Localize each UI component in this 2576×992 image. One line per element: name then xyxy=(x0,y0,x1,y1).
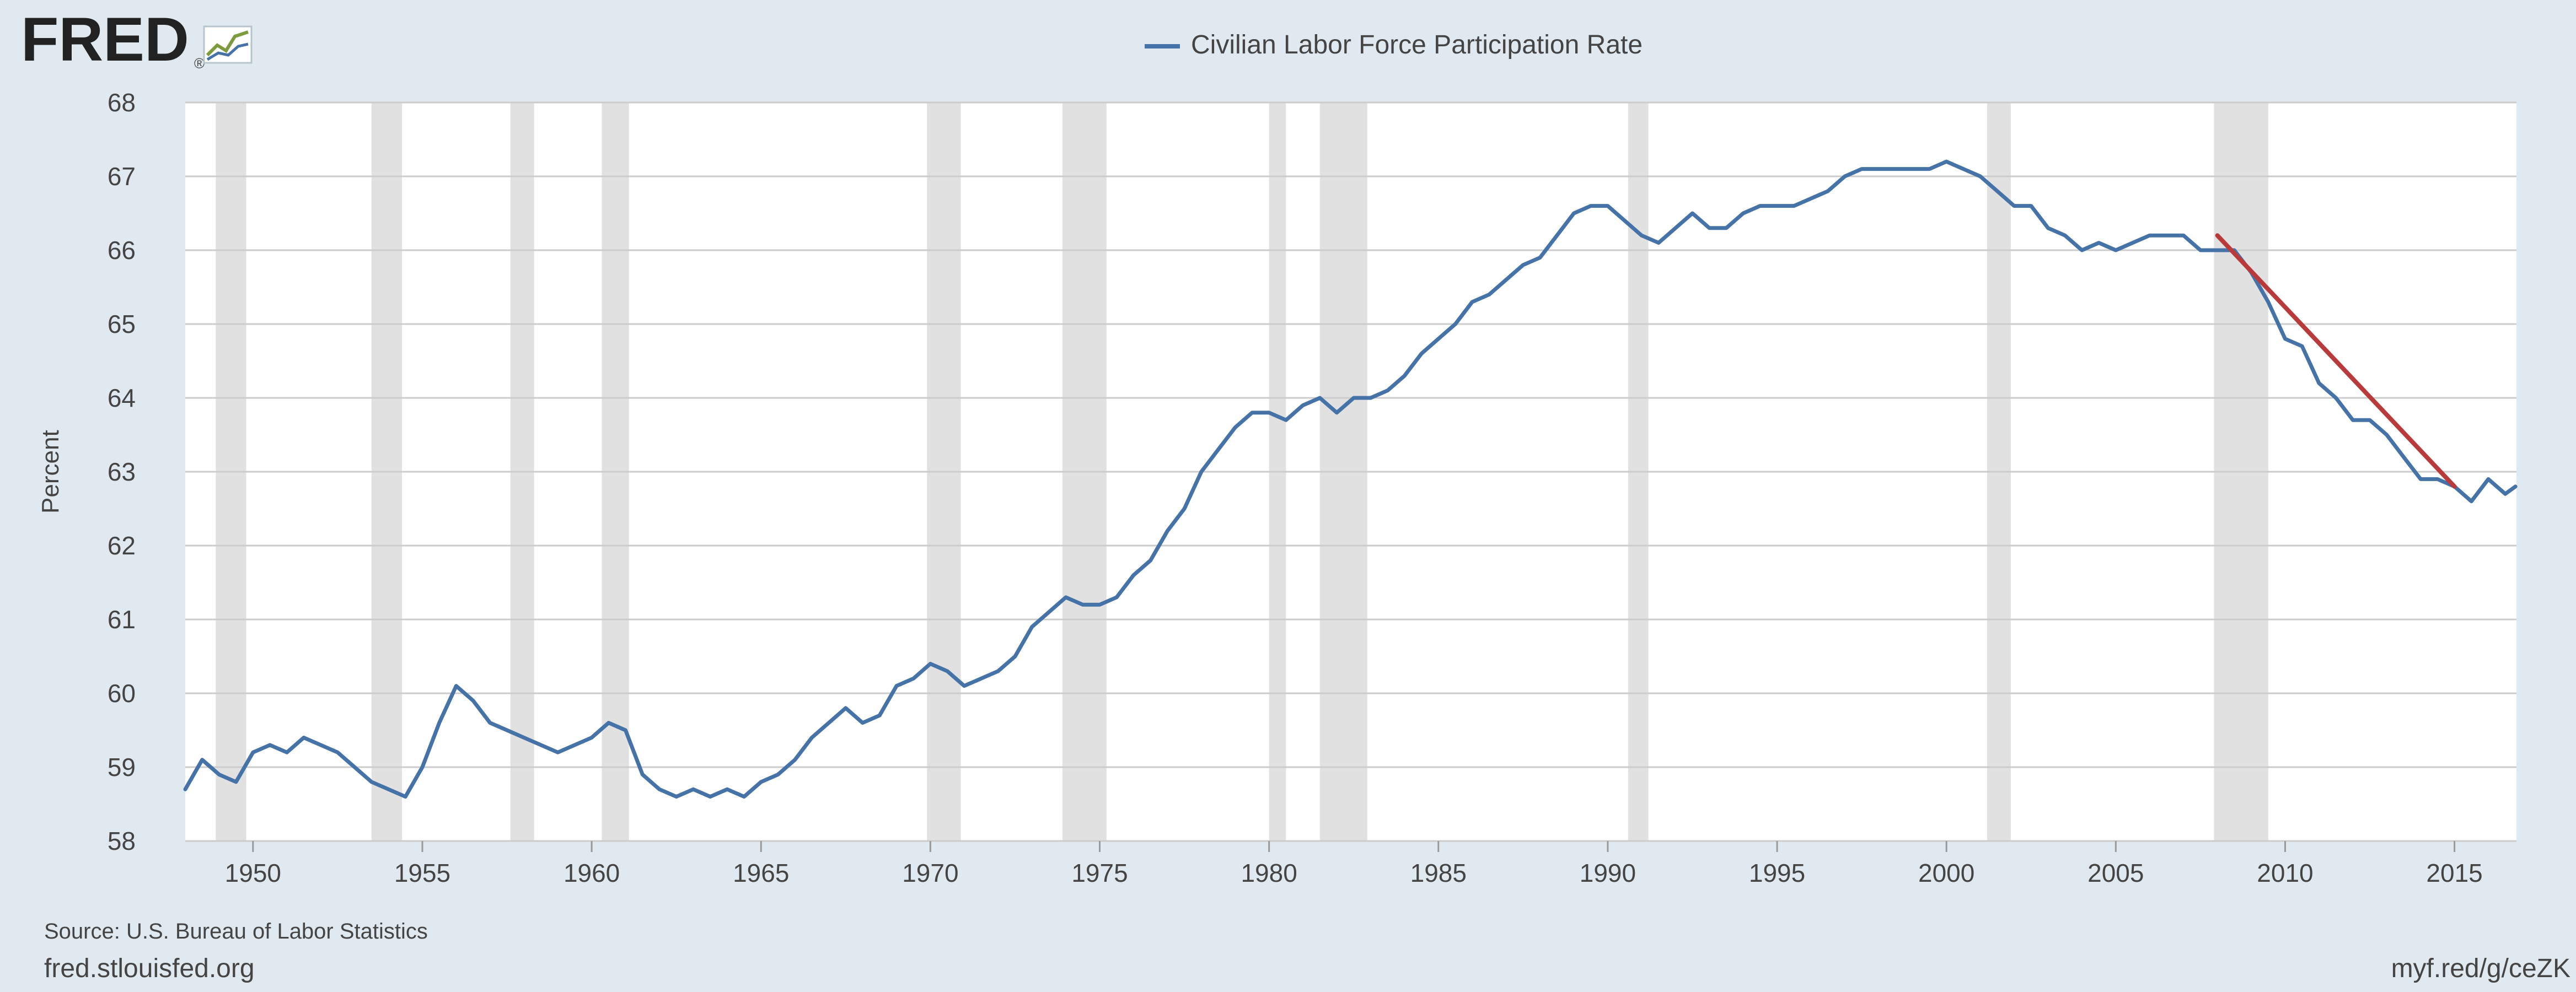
legend-label: Civilian Labor Force Participation Rate xyxy=(1191,30,1643,60)
x-tick-label-1955: 1955 xyxy=(394,859,450,887)
y-tick-label-66: 66 xyxy=(108,236,136,265)
x-tick-label-1985: 1985 xyxy=(1410,859,1467,887)
x-tick-label-2000: 2000 xyxy=(1918,859,1974,887)
x-tick-label-2010: 2010 xyxy=(2257,859,2313,887)
series-lines xyxy=(183,159,2518,799)
x-tick-label-2005: 2005 xyxy=(2087,859,2144,887)
y-tick-label-61: 61 xyxy=(108,605,136,634)
site-link[interactable]: fred.stlouisfed.org xyxy=(44,954,255,983)
x-tick-label-1990: 1990 xyxy=(1580,859,1636,887)
x-tick-label-1960: 1960 xyxy=(564,859,620,887)
x-tick-label-1965: 1965 xyxy=(733,859,789,887)
trend-line xyxy=(2215,233,2457,489)
y-tick-label-58: 58 xyxy=(108,827,136,855)
source-note: Source: U.S. Bureau of Labor Statistics xyxy=(44,919,428,944)
y-tick-label-68: 68 xyxy=(108,88,136,117)
y-tick-label-64: 64 xyxy=(108,384,136,412)
y-tick-label-65: 65 xyxy=(108,310,136,338)
x-axis-tick-labels: 1950 1955 1960 1965 1970 1975 1980 1985 1990 1995… xyxy=(225,841,2483,887)
y-tick-label-60: 60 xyxy=(108,679,136,708)
x-tick-label-1975: 1975 xyxy=(1071,859,1128,887)
fred-logo[interactable]: FRED ® xyxy=(21,5,253,74)
series-line-participation-rate xyxy=(183,159,2518,799)
x-tick-label-1950: 1950 xyxy=(225,859,281,887)
x-tick-label-2015: 2015 xyxy=(2426,859,2482,887)
legend: Civilian Labor Force Participation Rate xyxy=(1145,30,1643,60)
x-tick-label-1970: 1970 xyxy=(902,859,958,887)
logo-registered-mark: ® xyxy=(194,55,205,72)
chart-line-icon xyxy=(203,25,253,64)
y-tick-label-59: 59 xyxy=(108,753,136,781)
y-axis-label: Percent xyxy=(37,430,64,514)
y-axis-tick-labels: 58 59 60 61 62 63 64 65 66 67 68 xyxy=(108,88,136,855)
gridlines xyxy=(185,101,2516,842)
y-tick-label-62: 62 xyxy=(108,531,136,560)
x-tick-label-1995: 1995 xyxy=(1749,859,1805,887)
short-url-link[interactable]: myf.red/g/ceZK xyxy=(2391,954,2570,983)
x-tick-label-1980: 1980 xyxy=(1241,859,1297,887)
logo-text: FRED xyxy=(21,5,189,74)
y-tick-label-67: 67 xyxy=(108,162,136,191)
y-tick-label-63: 63 xyxy=(108,457,136,486)
